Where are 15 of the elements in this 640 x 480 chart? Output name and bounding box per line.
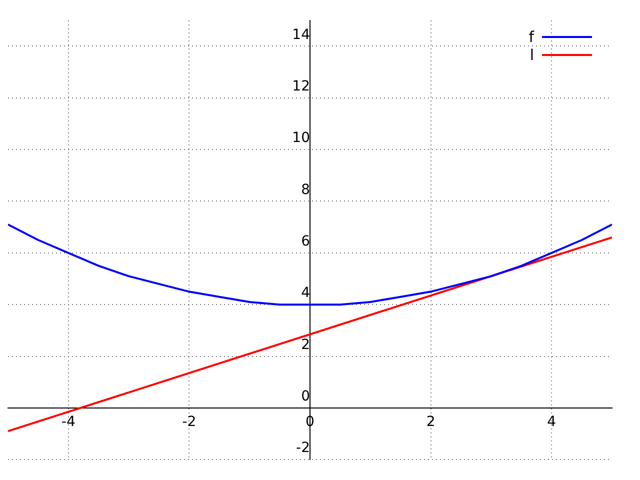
y-tick-label: 2 xyxy=(301,336,310,353)
x-tick-label: -4 xyxy=(61,414,76,430)
x-tick-label: 4 xyxy=(547,414,556,430)
y-tick-label: 4 xyxy=(301,285,310,302)
legend-label: l xyxy=(530,46,534,64)
y-tick-label: 8 xyxy=(301,182,310,198)
x-tick-label: 2 xyxy=(426,414,436,430)
y-tick-label: 12 xyxy=(292,78,310,95)
x-tick-label: -2 xyxy=(182,414,196,430)
y-tick-label: 10 xyxy=(292,130,310,146)
y-tick-label: 6 xyxy=(301,234,310,250)
legend-label: f xyxy=(528,28,534,46)
y-tick-label: -2 xyxy=(296,440,310,456)
y-tick-label: 14 xyxy=(292,26,310,43)
y-tick-label: 0 xyxy=(301,388,310,405)
